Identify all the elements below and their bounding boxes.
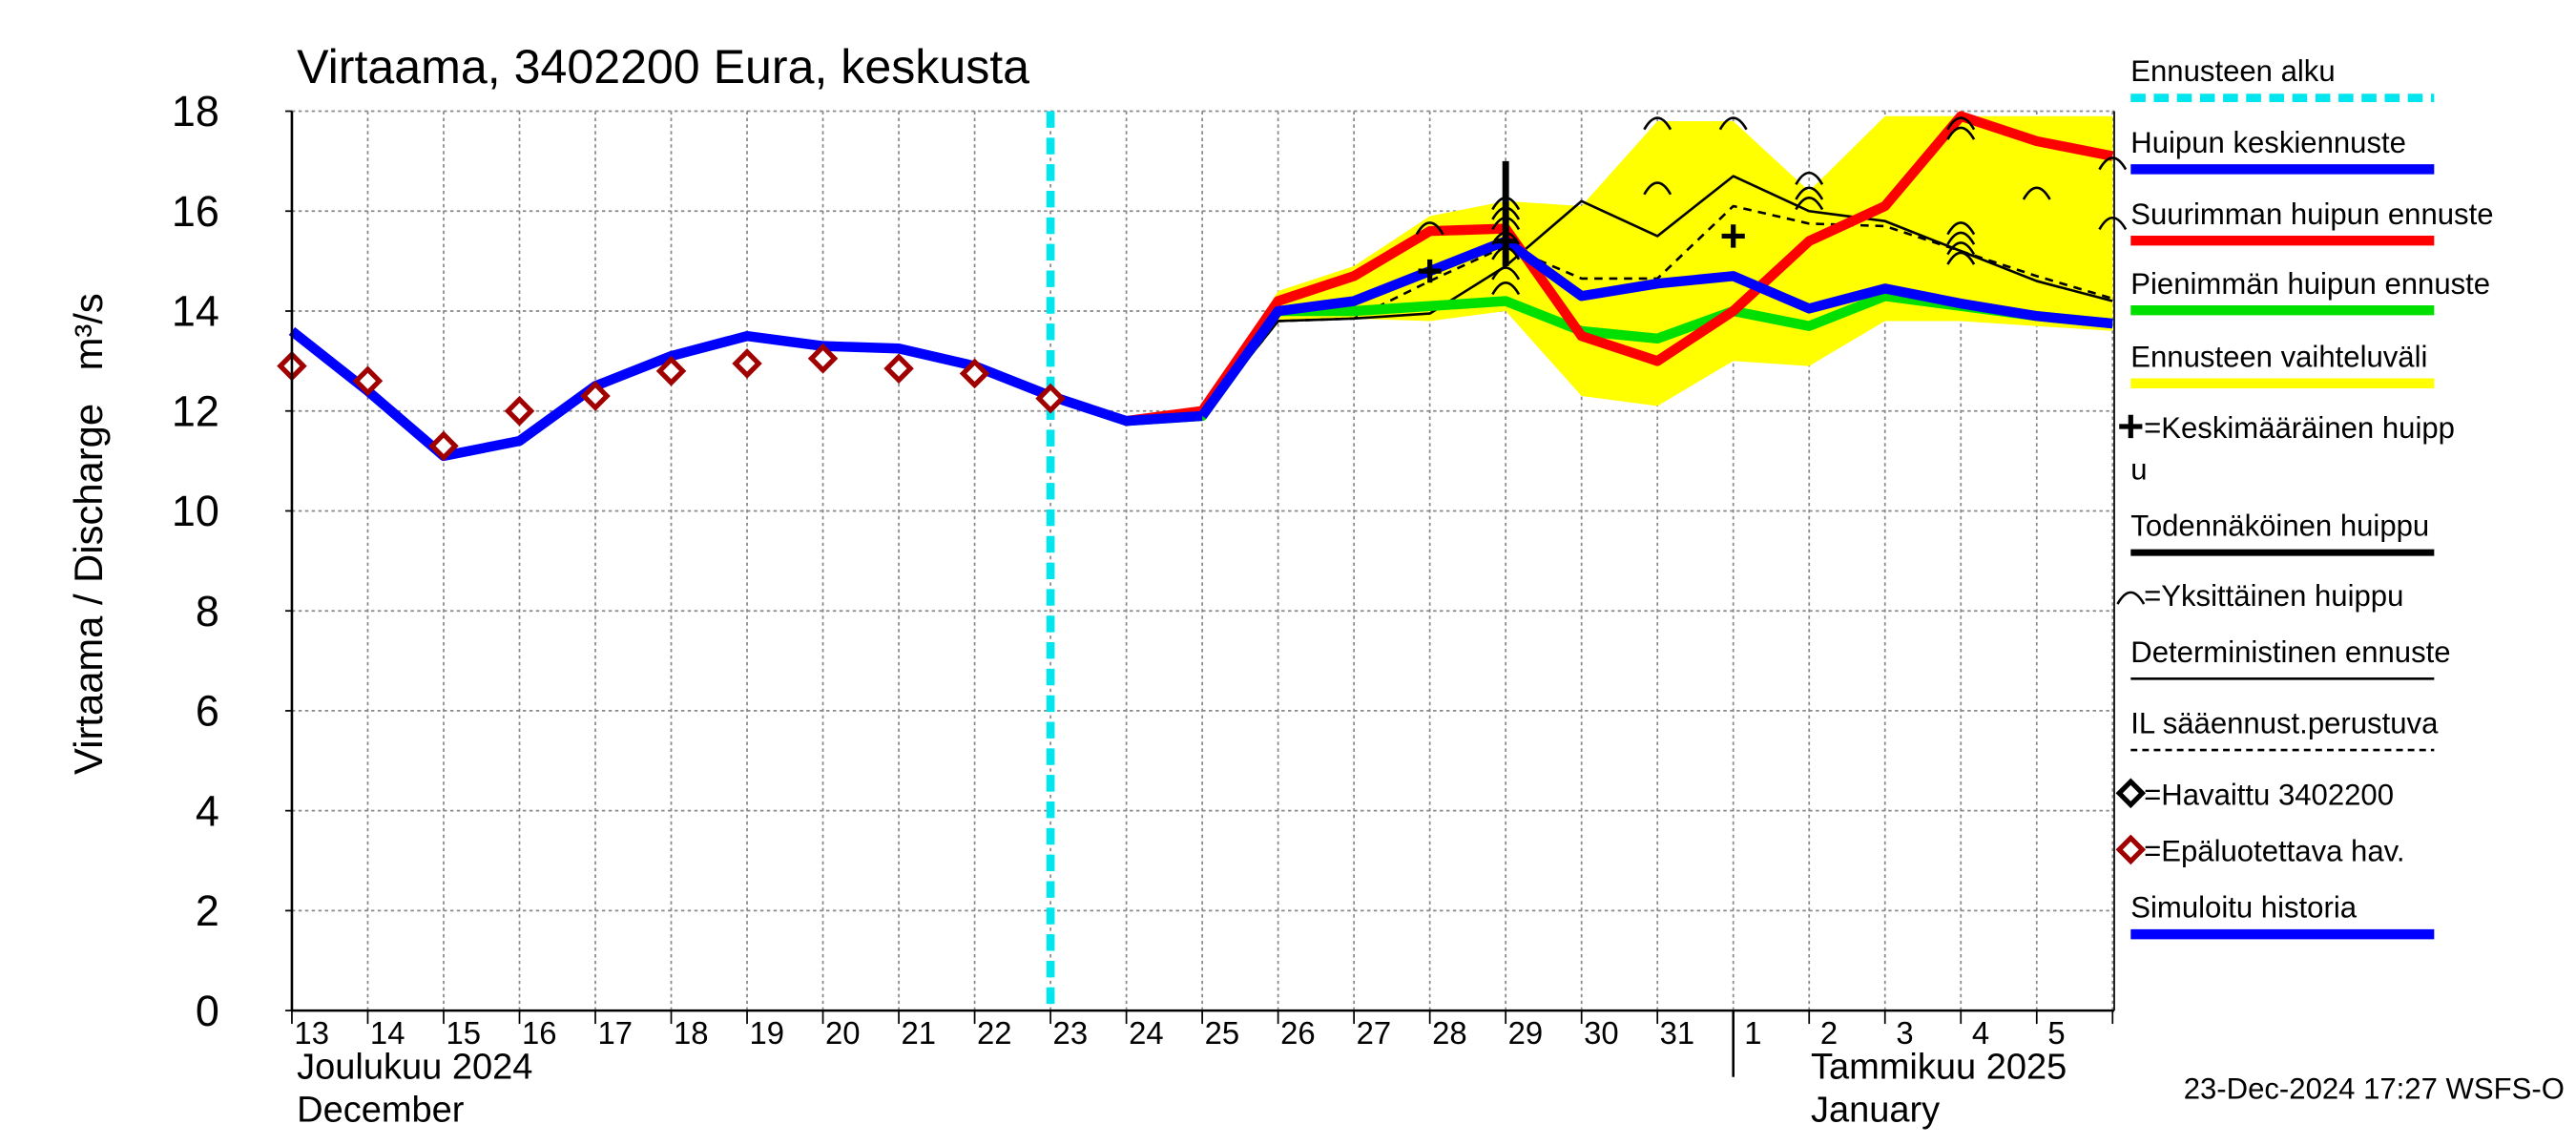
y-tick-label: 2 [196, 886, 219, 935]
x-tick-label: 27 [1357, 1015, 1392, 1051]
x-tick-label: 2 [1820, 1015, 1838, 1051]
observed-point [732, 348, 762, 379]
x-tick-label: 28 [1432, 1015, 1467, 1051]
individual-peak [1491, 206, 1521, 220]
individual-peak [2098, 216, 2128, 231]
legend-label: Ennusteen alku [2130, 54, 2335, 88]
legend-swatch [2115, 778, 2147, 809]
legend-label: =Keskimääräinen huipp [2144, 411, 2455, 445]
legend-swatch [2116, 591, 2146, 605]
observed-point [959, 358, 990, 389]
x-tick-label: 25 [1205, 1015, 1240, 1051]
legend-label: Simuloitu historia [2130, 891, 2357, 925]
y-tick-label: 12 [172, 386, 219, 435]
individual-peak [1415, 221, 1444, 236]
individual-peak [1795, 197, 1824, 211]
legend-label: Suurimman huipun ennuste [2130, 198, 2493, 231]
series-line [1125, 111, 2114, 427]
x-tick-label: 21 [902, 1015, 937, 1051]
x-tick-label: 1 [1744, 1015, 1761, 1051]
individual-peak [1795, 186, 1824, 200]
legend-swatch [2115, 834, 2147, 865]
x-tick-label: 16 [522, 1015, 557, 1051]
x-tick-label: 23 [1053, 1015, 1089, 1051]
individual-peak [1491, 197, 1521, 211]
x-tick-label: 14 [370, 1015, 405, 1051]
observed-point [655, 355, 687, 386]
x-tick-label: 26 [1280, 1015, 1316, 1051]
y-tick-label: 0 [196, 987, 219, 1035]
y-tick-label: 6 [196, 686, 219, 735]
individual-peak [1491, 216, 1521, 231]
x-tick-label: 19 [750, 1015, 785, 1051]
individual-peak [1491, 266, 1521, 281]
series-line [1197, 236, 2113, 420]
legend-label: Todennäköinen huippu [2130, 510, 2429, 543]
legend-swatch [2119, 414, 2143, 439]
x-tick-label: 13 [294, 1015, 329, 1051]
individual-peak [1643, 181, 1672, 196]
y-tick-label: 8 [196, 587, 219, 635]
month-label: December [297, 1090, 465, 1131]
legend-label: Huipun keskiennuste [2130, 126, 2406, 159]
chart-title: Virtaama, 3402200 Eura, keskusta [297, 39, 1029, 94]
individual-peak [2022, 186, 2051, 200]
observed-point [1035, 383, 1066, 414]
legend-label: =Epäluotettava hav. [2144, 835, 2404, 868]
x-tick-label: 15 [446, 1015, 481, 1051]
y-tick-label: 10 [172, 487, 219, 535]
observed-point [580, 381, 611, 411]
x-tick-label: 20 [825, 1015, 861, 1051]
x-tick-label: 4 [1972, 1015, 1989, 1051]
legend-label: Pienimmän huipun ennuste [2130, 267, 2490, 301]
legend-label: u [2130, 453, 2147, 487]
y-tick-label: 18 [172, 87, 219, 135]
x-tick-label: 31 [1660, 1015, 1695, 1051]
x-tick-label: 29 [1508, 1015, 1544, 1051]
individual-peak [1491, 281, 1521, 296]
x-tick-label: 22 [977, 1015, 1012, 1051]
legend-label: IL sääennust.perustuva [2130, 707, 2439, 740]
x-tick-label: 17 [597, 1015, 633, 1051]
observed-point [883, 353, 914, 385]
individual-peak [1946, 116, 1976, 131]
x-tick-label: 24 [1129, 1015, 1164, 1051]
timestamp: 23-Dec-2024 17:27 WSFS-O [2184, 1072, 2565, 1105]
observed-point [504, 395, 535, 427]
y-tick-label: 14 [172, 287, 219, 336]
legend-label: =Havaittu 3402200 [2144, 778, 2394, 811]
individual-peak [1946, 231, 1976, 245]
individual-peak [2098, 156, 2128, 171]
individual-peak [1643, 116, 1672, 131]
legend-label: Deterministinen ennuste [2130, 635, 2450, 669]
mean-peak [1494, 229, 1518, 253]
y-axis-label: Virtaama / Discharge [66, 404, 111, 775]
mean-peak [1418, 259, 1442, 283]
individual-peak [1946, 251, 1976, 265]
individual-peak [1718, 116, 1748, 131]
legend-label: =Yksittäinen huippu [2144, 579, 2403, 613]
y-axis-unit: m³/s [66, 293, 111, 370]
y-tick-label: 16 [172, 187, 219, 236]
observed-point [807, 343, 839, 374]
y-tick-label: 4 [196, 786, 219, 835]
individual-peak [1946, 241, 1976, 256]
x-tick-label: 5 [2047, 1015, 2065, 1051]
month-label: Tammikuu 2025 [1811, 1046, 2067, 1087]
observed-point [352, 365, 384, 397]
legend-label: Ennusteen vaihteluväli [2130, 340, 2427, 373]
individual-peak [1795, 171, 1824, 185]
forecast-band [1126, 115, 2113, 422]
x-tick-label: 30 [1584, 1015, 1619, 1051]
x-tick-label: 3 [1896, 1015, 1913, 1051]
mean-peak [1721, 224, 1745, 248]
month-label: January [1811, 1090, 1940, 1131]
month-label: Joulukuu 2024 [297, 1046, 532, 1087]
x-tick-label: 18 [674, 1015, 709, 1051]
individual-peak [1946, 126, 1976, 140]
individual-peak [1946, 221, 1976, 236]
observed-point [428, 430, 459, 462]
